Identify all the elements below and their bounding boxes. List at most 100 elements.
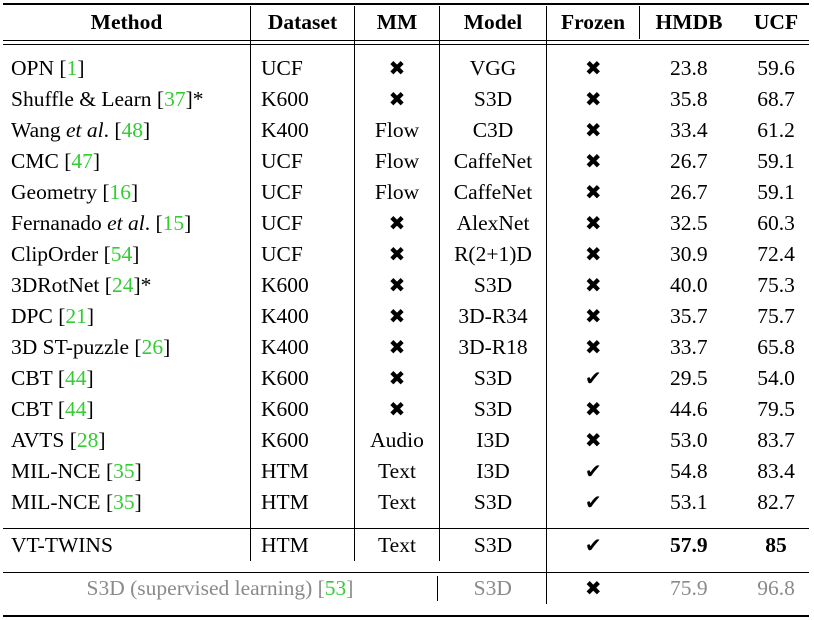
cell-frozen: ✖ (546, 332, 640, 363)
method-name: CMC (11, 149, 59, 173)
cell-model: S3D (473, 576, 512, 600)
cell-model: CaffeNet (439, 146, 547, 177)
method-name: 3DRotNet (11, 273, 100, 297)
citation-link[interactable]: 44 (64, 397, 87, 421)
results-table: Method Dataset MM Model Frozen HMDB UCF … (3, 6, 814, 604)
cell-frozen: ✔ (546, 518, 640, 561)
cell-dataset: UCF (250, 146, 355, 177)
cell-mm: ✖ (354, 270, 440, 301)
cell-mm: Audio (354, 425, 440, 456)
cell-dataset: HTM (250, 456, 355, 487)
cell-mm: ✖ (354, 39, 440, 84)
cell-dataset: UCF (250, 239, 355, 270)
method-name: Fernanado et al. (11, 211, 151, 235)
citation-link[interactable]: 16 (109, 180, 132, 204)
status-icon: ✔ (584, 533, 602, 557)
cell-model: S3D (439, 270, 547, 301)
cell-dataset: HTM (250, 487, 355, 518)
cell-model: C3D (439, 115, 547, 146)
status-icon: ✖ (388, 56, 406, 80)
cell-frozen: ✖ (546, 239, 640, 270)
cell-dataset: HTM (250, 518, 355, 561)
cell-ucf: 75.7 (757, 304, 795, 328)
status-icon: ✖ (388, 397, 406, 421)
status-icon: ✖ (584, 428, 602, 452)
status-icon: ✔ (584, 490, 602, 514)
cell-hmdb: 44.6 (669, 397, 708, 421)
status-icon: ✖ (584, 180, 602, 204)
cell-hmdb: 26.7 (669, 149, 708, 173)
supervised-separator-rule (3, 572, 809, 573)
cell-ucf: 79.5 (757, 397, 795, 421)
header-mm: MM (354, 6, 440, 39)
citation-link[interactable]: 44 (64, 366, 87, 390)
table-row: ClipOrder [54] UCF ✖ R(2+1)D ✖ 30.9 72.4 (3, 239, 814, 270)
citation-link[interactable]: 47 (71, 149, 93, 173)
table-row: Fernanado et al. [15] UCF ✖ AlexNet ✖ 32.5 60.… (3, 208, 814, 239)
citation-link[interactable]: 21 (65, 304, 87, 328)
supervised-row: S3D (supervised learning) [53] S3D ✖ 75.9 96… (3, 561, 814, 604)
table-row: 3DRotNet [24]* K600 ✖ S3D ✖ 40.0 75.3 (3, 270, 814, 301)
cell-model: VGG (439, 39, 547, 84)
table-row: Geometry [16] UCF Flow CaffeNet ✖ 26.7 59.1 (3, 177, 814, 208)
citation-link[interactable]: 35 (113, 490, 135, 514)
citation-link[interactable]: 15 (162, 211, 185, 235)
citation-link[interactable]: 48 (121, 118, 144, 142)
cell-dataset: UCF (250, 177, 355, 208)
citation-link[interactable]: 35 (113, 459, 135, 483)
cell-model: AlexNet (439, 208, 547, 239)
bottom-rule (3, 615, 809, 617)
citation-link[interactable]: 26 (141, 335, 164, 359)
cell-model: I3D (439, 456, 547, 487)
header-row: Method Dataset MM Model Frozen HMDB UCF (3, 6, 814, 39)
header-ucf: UCF (753, 10, 799, 34)
cell-model: 3D-R18 (439, 332, 547, 363)
header-model: Model (439, 6, 547, 39)
cell-mm: Flow (354, 115, 440, 146)
header-method: Method (90, 10, 163, 34)
status-icon: ✖ (388, 242, 406, 266)
cell-mm: ✖ (354, 84, 440, 115)
citation-link[interactable]: 53 (324, 576, 347, 600)
cell-frozen: ✖ (546, 301, 640, 332)
citation-link[interactable]: 28 (76, 428, 99, 452)
cell-method: VT-TWINS (11, 533, 113, 557)
cell-mm: ✖ (354, 301, 440, 332)
cell-hmdb: 33.7 (669, 335, 708, 359)
cell-model: S3D (439, 363, 547, 394)
cell-hmdb: 23.8 (669, 56, 708, 80)
cell-ucf: 59.1 (757, 149, 795, 173)
method-name: CBT (11, 397, 53, 421)
table-row: CMC [47] UCF Flow CaffeNet ✖ 26.7 59.1 (3, 146, 814, 177)
cell-frozen: ✖ (546, 561, 640, 604)
cell-dataset: K400 (250, 115, 355, 146)
citation-link[interactable]: 54 (110, 242, 133, 266)
cell-model: CaffeNet (439, 177, 547, 208)
method-name: MIL-NCE (11, 490, 101, 514)
header-dataset: Dataset (250, 6, 355, 39)
cell-dataset: UCF (250, 39, 355, 84)
supervised-method-wrap: S3D (supervised learning) [53] (3, 576, 440, 601)
status-icon: ✖ (584, 118, 602, 142)
cell-method: OPN [1] (11, 56, 85, 80)
cell-frozen: ✖ (546, 425, 640, 456)
method-name: DPC (11, 304, 53, 328)
status-icon: ✖ (388, 87, 406, 111)
method-name: Shuffle & Learn (11, 87, 152, 111)
cell-ucf: 60.3 (757, 211, 795, 235)
cell-ucf: 85 (765, 533, 787, 557)
cell-mm: ✖ (354, 332, 440, 363)
citation-link[interactable]: 24 (111, 273, 134, 297)
cell-frozen: ✖ (546, 146, 640, 177)
citation-link[interactable]: 1 (66, 56, 78, 80)
method-name: MIL-NCE (11, 459, 101, 483)
cell-hmdb: 75.9 (669, 576, 708, 600)
cell-hmdb: 26.7 (669, 180, 708, 204)
cell-frozen: ✖ (546, 270, 640, 301)
cell-method: Shuffle & Learn [37]* (11, 87, 204, 111)
citation-link[interactable]: 37 (164, 87, 186, 111)
cell-method: Geometry [16] (11, 180, 139, 204)
method-name: Geometry (11, 180, 97, 204)
status-icon: ✔ (584, 366, 602, 390)
cell-ucf: 72.4 (757, 242, 795, 266)
